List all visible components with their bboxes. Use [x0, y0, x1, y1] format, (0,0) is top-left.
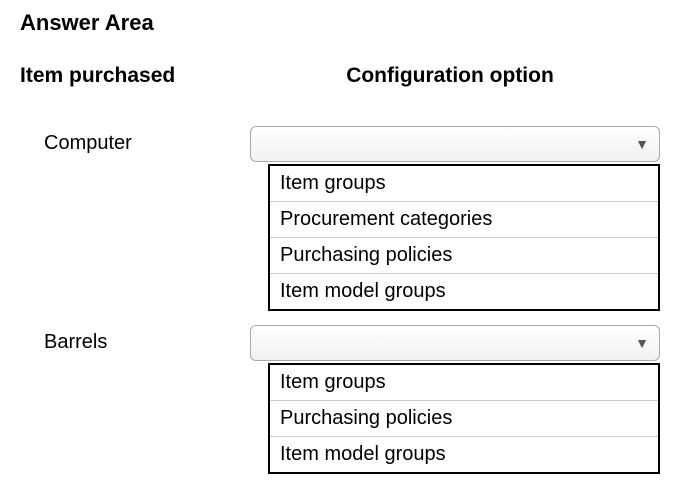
chevron-down-icon: ▼ [635, 335, 649, 351]
dropdown-barrels[interactable]: ▼ [250, 325, 660, 361]
option-item-model-groups[interactable]: Item model groups [270, 273, 658, 309]
column-header-left: Item purchased [20, 64, 250, 88]
item-label-computer: Computer [20, 132, 250, 155]
options-box-barrels: Item groups Purchasing policies Item mod… [268, 363, 660, 474]
option-purchasing-policies[interactable]: Purchasing policies [270, 400, 658, 436]
row-barrels: Barrels ▼ Item groups Purchasing policie… [20, 325, 668, 474]
page-title: Answer Area [20, 10, 668, 36]
header-row: Item purchased Configuration option [20, 64, 668, 112]
option-item-model-groups[interactable]: Item model groups [270, 436, 658, 472]
option-purchasing-policies[interactable]: Purchasing policies [270, 237, 658, 273]
options-box-computer: Item groups Procurement categories Purch… [268, 164, 660, 311]
dropdown-computer[interactable]: ▼ [250, 126, 660, 162]
row-computer: Computer ▼ Item groups Procurement categ… [20, 126, 668, 311]
column-header-right: Configuration option [240, 64, 660, 88]
option-item-groups[interactable]: Item groups [270, 166, 658, 201]
item-label-barrels: Barrels [20, 331, 250, 354]
option-procurement-categories[interactable]: Procurement categories [270, 201, 658, 237]
option-item-groups[interactable]: Item groups [270, 365, 658, 400]
chevron-down-icon: ▼ [635, 136, 649, 152]
